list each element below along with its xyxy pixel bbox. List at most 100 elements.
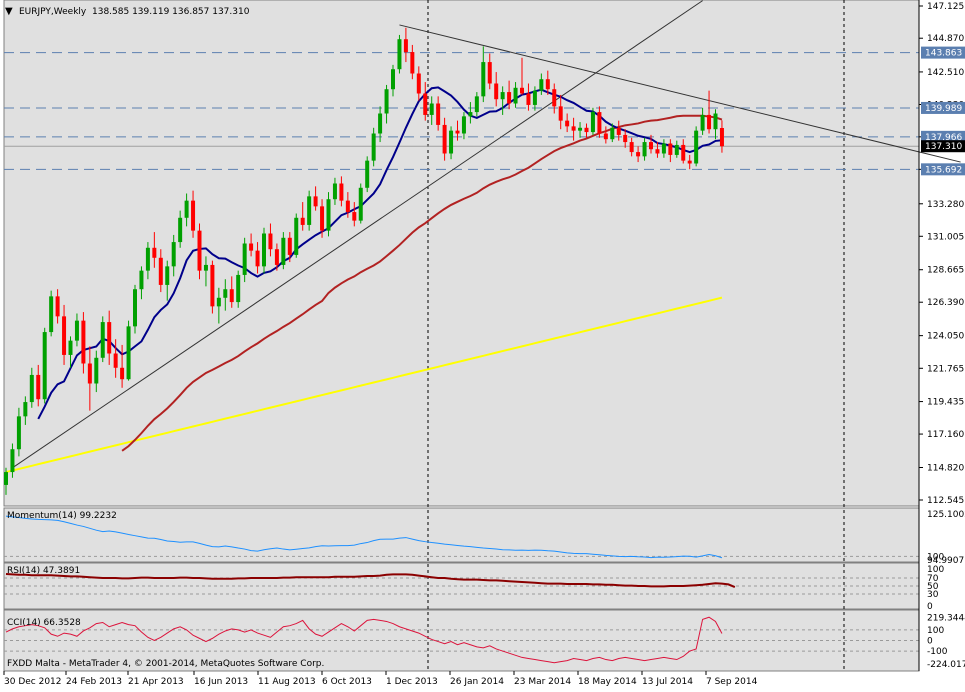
rsi-line[interactable] bbox=[5, 573, 736, 588]
candle-bear[interactable] bbox=[274, 249, 279, 265]
candle-bear[interactable] bbox=[603, 133, 608, 140]
candle-bear[interactable] bbox=[249, 243, 254, 251]
candle-bull[interactable] bbox=[358, 187, 363, 221]
candle-bull[interactable] bbox=[694, 130, 699, 164]
candle-bear[interactable] bbox=[442, 124, 447, 154]
momentum-line[interactable] bbox=[5, 515, 723, 559]
candle-bull[interactable] bbox=[532, 90, 537, 105]
candle-bull[interactable] bbox=[371, 133, 376, 161]
candle-bear[interactable] bbox=[339, 183, 344, 201]
candle-bull[interactable] bbox=[365, 160, 370, 188]
candle-bear[interactable] bbox=[636, 152, 641, 157]
candle-bull[interactable] bbox=[700, 114, 705, 131]
candle-bear[interactable] bbox=[629, 142, 634, 153]
candle-bear[interactable] bbox=[616, 127, 621, 135]
ma-mid-line[interactable] bbox=[121, 114, 723, 452]
candle-bull[interactable] bbox=[590, 112, 595, 133]
candle-bear[interactable] bbox=[255, 250, 260, 267]
candle-bear[interactable] bbox=[268, 233, 273, 250]
candle-bull[interactable] bbox=[42, 332, 47, 400]
candle-bull[interactable] bbox=[332, 183, 337, 200]
candle-bull[interactable] bbox=[216, 297, 221, 307]
candle-bull[interactable] bbox=[94, 357, 99, 384]
candle-bull[interactable] bbox=[391, 69, 395, 90]
candle-bear[interactable] bbox=[320, 206, 325, 231]
candle-bear[interactable] bbox=[313, 196, 318, 207]
candle-bull[interactable] bbox=[713, 113, 718, 130]
candle-bull[interactable] bbox=[307, 196, 312, 225]
candle-bear[interactable] bbox=[558, 106, 563, 121]
candle-bull[interactable] bbox=[661, 143, 666, 154]
ma-fast-line[interactable] bbox=[37, 86, 723, 420]
candle-bear[interactable] bbox=[191, 200, 196, 231]
candle-bear[interactable] bbox=[300, 217, 305, 225]
candle-bear[interactable] bbox=[649, 142, 653, 150]
ma-slow-line[interactable] bbox=[5, 296, 723, 474]
candle-bear[interactable] bbox=[719, 128, 724, 147]
candle-bear[interactable] bbox=[565, 120, 570, 127]
candle-bear[interactable] bbox=[526, 93, 531, 105]
candle-bear[interactable] bbox=[352, 212, 357, 221]
candle-bull[interactable] bbox=[100, 322, 105, 358]
candle-bear[interactable] bbox=[507, 92, 512, 104]
candle-bull[interactable] bbox=[262, 233, 266, 267]
trendline-1[interactable] bbox=[399, 24, 961, 163]
candle-bull[interactable] bbox=[474, 96, 479, 113]
candle-bear[interactable] bbox=[494, 83, 499, 100]
candle-bull[interactable] bbox=[674, 144, 679, 155]
candle-bull[interactable] bbox=[384, 89, 389, 114]
candle-bull[interactable] bbox=[461, 116, 466, 134]
candle-bull[interactable] bbox=[49, 296, 54, 333]
candle-bear[interactable] bbox=[410, 52, 415, 74]
candle-bull[interactable] bbox=[29, 374, 34, 403]
candle-bull[interactable] bbox=[578, 127, 583, 131]
candle-bull[interactable] bbox=[203, 264, 208, 271]
candle-bear[interactable] bbox=[687, 160, 692, 164]
candle-bear[interactable] bbox=[287, 237, 292, 255]
candle-bear[interactable] bbox=[681, 144, 686, 161]
candle-bear[interactable] bbox=[597, 112, 602, 134]
candle-bear[interactable] bbox=[623, 134, 628, 143]
candle-bear[interactable] bbox=[62, 316, 67, 355]
candle-bull[interactable] bbox=[539, 79, 544, 91]
candle-bear[interactable] bbox=[120, 367, 125, 380]
candle-bull[interactable] bbox=[468, 112, 473, 117]
candle-bull[interactable] bbox=[23, 402, 28, 417]
candle-bear[interactable] bbox=[455, 130, 460, 134]
candle-bull[interactable] bbox=[397, 39, 402, 70]
candle-bull[interactable] bbox=[326, 199, 331, 231]
candle-bear[interactable] bbox=[403, 39, 408, 53]
candle-bull[interactable] bbox=[642, 142, 647, 157]
candle-bull[interactable] bbox=[481, 62, 486, 97]
cci-line[interactable] bbox=[5, 616, 723, 664]
candle-bull[interactable] bbox=[281, 237, 286, 265]
candle-bear[interactable] bbox=[571, 126, 576, 131]
candle-bear[interactable] bbox=[87, 363, 92, 384]
pane-main[interactable] bbox=[3, 0, 920, 507]
candle-bull[interactable] bbox=[236, 274, 241, 303]
candle-bull[interactable] bbox=[68, 340, 73, 355]
candle-bear[interactable] bbox=[545, 79, 550, 90]
candle-bear[interactable] bbox=[36, 374, 41, 400]
candle-bull[interactable] bbox=[378, 113, 383, 134]
candle-bear[interactable] bbox=[520, 87, 524, 94]
candle-bull[interactable] bbox=[171, 242, 176, 267]
candle-bear[interactable] bbox=[487, 62, 492, 84]
candle-bear[interactable] bbox=[436, 103, 441, 125]
candle-bear[interactable] bbox=[552, 89, 557, 107]
candle-bull[interactable] bbox=[294, 217, 299, 255]
candle-bull[interactable] bbox=[449, 130, 454, 154]
candle-bull[interactable] bbox=[126, 326, 131, 380]
trendline-0[interactable] bbox=[12, 0, 703, 469]
candle-bear[interactable] bbox=[158, 257, 163, 285]
candle-bear[interactable] bbox=[229, 289, 234, 303]
pane-mom[interactable] bbox=[3, 507, 920, 563]
candle-bull[interactable] bbox=[145, 247, 150, 271]
candle-bear[interactable] bbox=[423, 93, 428, 115]
candle-bear[interactable] bbox=[668, 143, 673, 155]
candle-bear[interactable] bbox=[107, 322, 112, 354]
candle-bear[interactable] bbox=[197, 230, 202, 271]
candle-bear[interactable] bbox=[55, 296, 60, 317]
